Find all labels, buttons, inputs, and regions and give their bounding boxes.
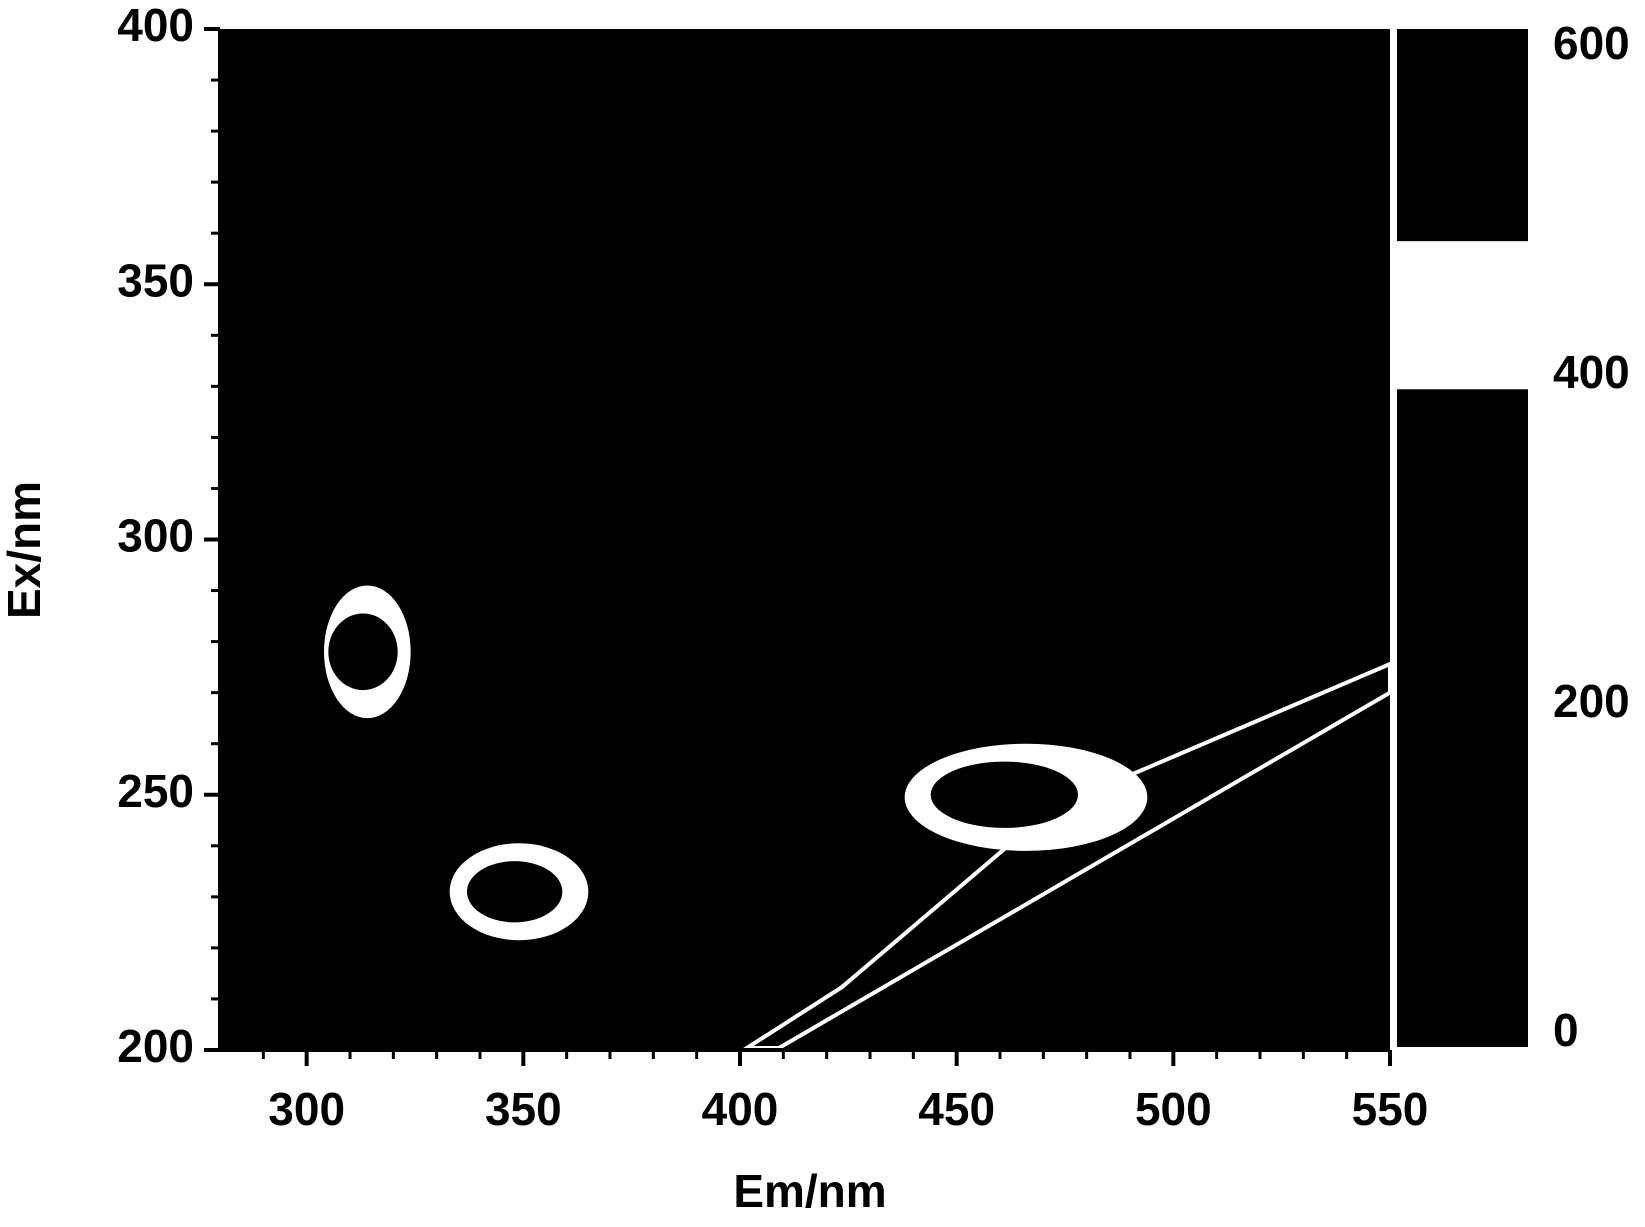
x-tick-label: 350 [485, 1083, 562, 1135]
colorbar-tick-label: 200 [1553, 675, 1630, 727]
x-tick-label: 550 [1352, 1083, 1429, 1135]
scatter-band [740, 661, 1392, 1050]
colorbar-band [1397, 389, 1528, 1047]
y-tick-label: 400 [117, 0, 194, 51]
peak-core [328, 613, 398, 691]
colorbar-tick-label: 0 [1553, 1004, 1579, 1056]
y-tick-label: 300 [117, 510, 194, 562]
y-tick-label: 350 [117, 254, 194, 306]
x-axis-title: Em/nm [733, 1165, 886, 1217]
colorbar-band [1397, 29, 1528, 242]
plot-background [220, 29, 1390, 1050]
peak-core [930, 761, 1078, 828]
x-tick-label: 500 [1135, 1083, 1212, 1135]
x-tick-label: 300 [268, 1083, 345, 1135]
x-tick-label: 400 [702, 1083, 779, 1135]
colorbar-tick-label: 400 [1553, 346, 1630, 398]
peak-core [467, 861, 563, 923]
colorbar-tick-label: 600 [1553, 17, 1630, 69]
y-tick-label: 250 [117, 765, 194, 817]
x-tick-label: 450 [918, 1083, 995, 1135]
y-tick-label: 200 [117, 1020, 194, 1072]
y-axis-title: Ex/nm [0, 481, 50, 619]
colorbar-band [1397, 241, 1528, 390]
